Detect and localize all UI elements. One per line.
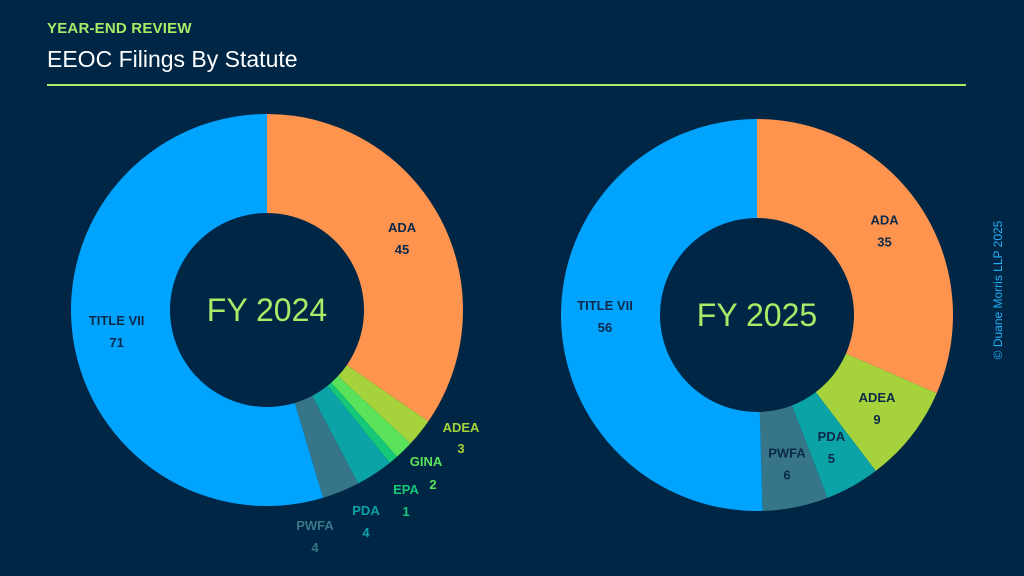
slice-ada-fy-2024 (267, 114, 463, 422)
slice-title-vii-fy-2024 (70, 114, 324, 507)
slice-pwfa-fy-2025 (759, 405, 828, 511)
label-title-vii-fy-2024: TITLE VII (89, 313, 145, 328)
value-adea-fy-2025: 9 (873, 412, 880, 427)
label-pwfa-fy-2024: PWFA (296, 518, 334, 533)
value-pda-fy-2025: 5 (828, 451, 835, 466)
slide-title: EEOC Filings By Statute (47, 46, 298, 72)
label-pda-fy-2024: PDA (352, 503, 380, 518)
value-gina-fy-2024: 2 (429, 477, 436, 492)
donut-chart-fy2025: ADA 35 ADEA 9 PDA 5 PWFA 6 TITLE VII 56 FY 2025 (561, 119, 953, 511)
label-ada-fy-2025: ADA (870, 212, 899, 227)
label-epa-fy-2024: EPA (393, 482, 419, 497)
value-pda-fy-2024: 4 (362, 525, 370, 540)
center-label-fy-2024: FY 2024 (207, 292, 327, 328)
value-pwfa-fy-2024: 4 (311, 540, 319, 555)
label-adea-fy-2025: ADEA (859, 390, 896, 405)
value-title-vii-fy-2025: 56 (598, 320, 612, 335)
title-divider (47, 84, 966, 86)
value-epa-fy-2024: 1 (402, 504, 409, 519)
slice-gina-fy-2024 (331, 376, 411, 457)
slice-title-vii-fy-2025 (561, 119, 763, 511)
label-pda-fy-2025: PDA (818, 429, 846, 444)
slice-pda-fy-2024 (312, 385, 390, 484)
slice-ada-fy-2025 (757, 119, 953, 394)
slice-adea-fy-2024 (338, 365, 429, 444)
slice-epa-fy-2024 (327, 382, 397, 463)
label-adea-fy-2024: ADEA (443, 420, 480, 435)
label-pwfa-fy-2025: PWFA (768, 446, 806, 461)
center-label-fy-2025: FY 2025 (697, 297, 817, 333)
value-pwfa-fy-2025: 6 (783, 468, 790, 483)
value-adea-fy-2024: 3 (457, 441, 464, 456)
label-ada-fy-2024: ADA (388, 220, 417, 235)
label-title-vii-fy-2025: TITLE VII (577, 298, 633, 313)
eyebrow-label: YEAR-END REVIEW (47, 20, 192, 37)
label-gina-fy-2024: GINA (410, 454, 443, 469)
slice-pda-fy-2025 (791, 392, 876, 498)
donut-chart-fy2024: ADA 45 ADEA 3 GINA 2 EPA 1 PDA 4 PWFA 4 TITLE VII 71 F… (70, 114, 480, 555)
value-ada-fy-2024: 45 (395, 242, 409, 257)
value-ada-fy-2025: 35 (877, 234, 891, 249)
slice-pwfa-fy-2024 (294, 395, 359, 498)
slice-adea-fy-2025 (815, 353, 937, 471)
value-title-vii-fy-2024: 71 (109, 335, 123, 350)
